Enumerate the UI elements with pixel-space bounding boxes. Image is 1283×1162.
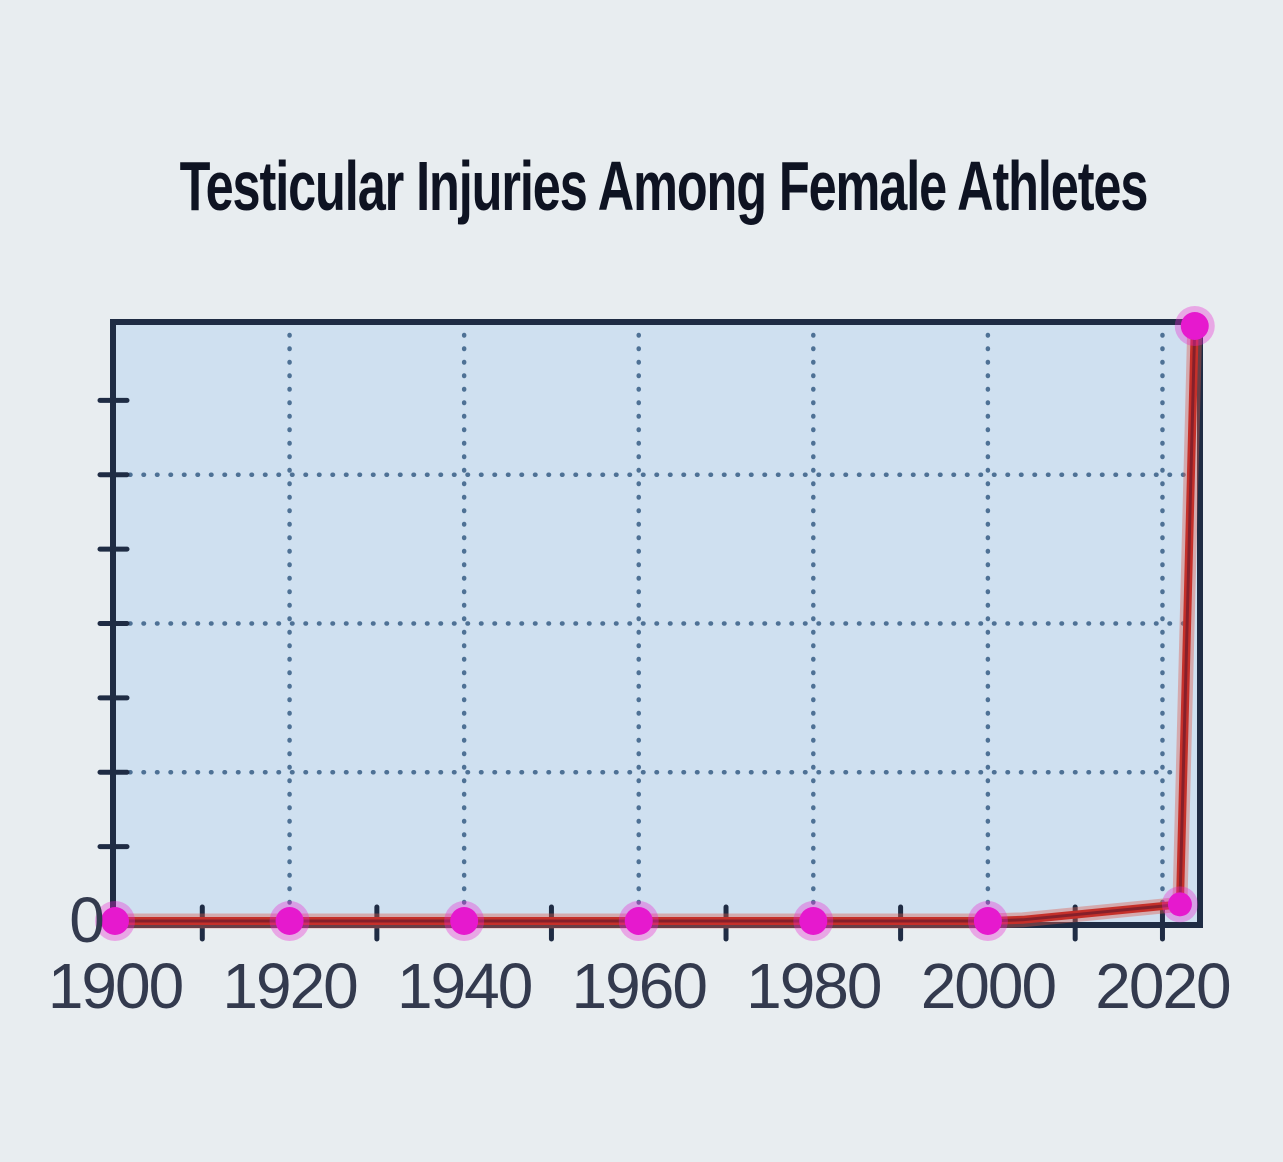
x-axis-tick-label: 1940 [396, 950, 533, 1022]
x-axis-tick-label: 1900 [47, 950, 184, 1022]
x-axis-tick-label: 1960 [571, 950, 708, 1022]
x-axis-tick-label: 1980 [746, 950, 882, 1022]
x-axis-tick-label: 2000 [920, 950, 1057, 1022]
chart-title: Testicular Injuries Among Female Athlete… [179, 147, 1149, 225]
x-axis-tick-label: 2020 [1095, 950, 1231, 1022]
plot-area [110, 319, 1203, 928]
x-axis-labels: 1900 1920 1940 1960 1980 2000 2020 [0, 954, 1283, 1034]
y-axis-zero-label: 0 [69, 884, 105, 956]
x-axis-tick-label: 1920 [222, 950, 358, 1022]
